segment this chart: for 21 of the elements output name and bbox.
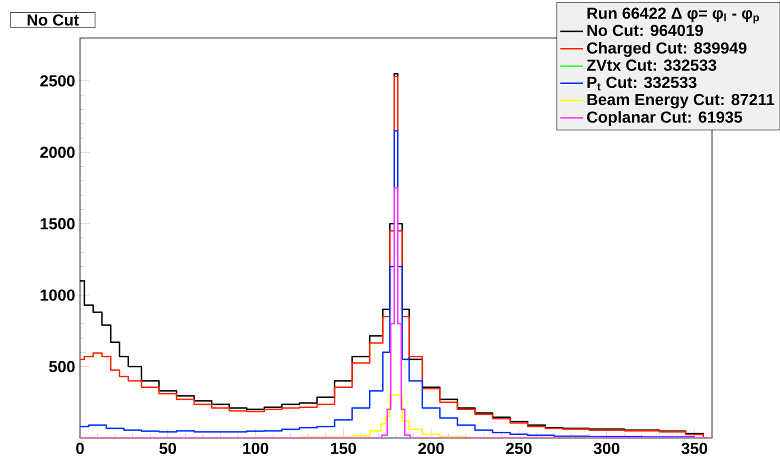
x-tick-label: 300 — [594, 442, 620, 454]
x-tick-label: 100 — [243, 442, 268, 454]
y-tick-label: 500 — [49, 360, 75, 372]
legend-label: No Cut: 964019 — [587, 24, 703, 36]
x-tick-label: 350 — [681, 442, 708, 454]
y-tick-label: 1500 — [40, 218, 75, 230]
chart-title: No Cut — [28, 14, 79, 26]
legend-label: Charged Cut: 839949 — [587, 42, 746, 57]
legend-label: P$_{t}$ Cut: 332533 — [587, 76, 696, 90]
x-tick-label: 150 — [330, 442, 356, 454]
y-tick-label: 2000 — [40, 146, 75, 158]
x-tick-label: 50 — [159, 442, 176, 454]
legend-label: ZVtx Cut: 332533 — [586, 60, 716, 71]
legend-label: Beam Energy Cut: 87211 — [587, 94, 774, 108]
x-tick-label: 200 — [418, 442, 444, 454]
x-tick-label: 0 — [76, 442, 84, 454]
legend-title: Run 66422 Δ φ= φ$_{l}$ - φ$_{p}$ — [587, 8, 759, 24]
legend-label: Coplanar Cut: 61935 — [587, 111, 742, 126]
y-tick-label: 1000 — [40, 289, 75, 301]
y-tick-label: 2500 — [40, 75, 75, 86]
x-tick-label: 250 — [506, 442, 532, 454]
